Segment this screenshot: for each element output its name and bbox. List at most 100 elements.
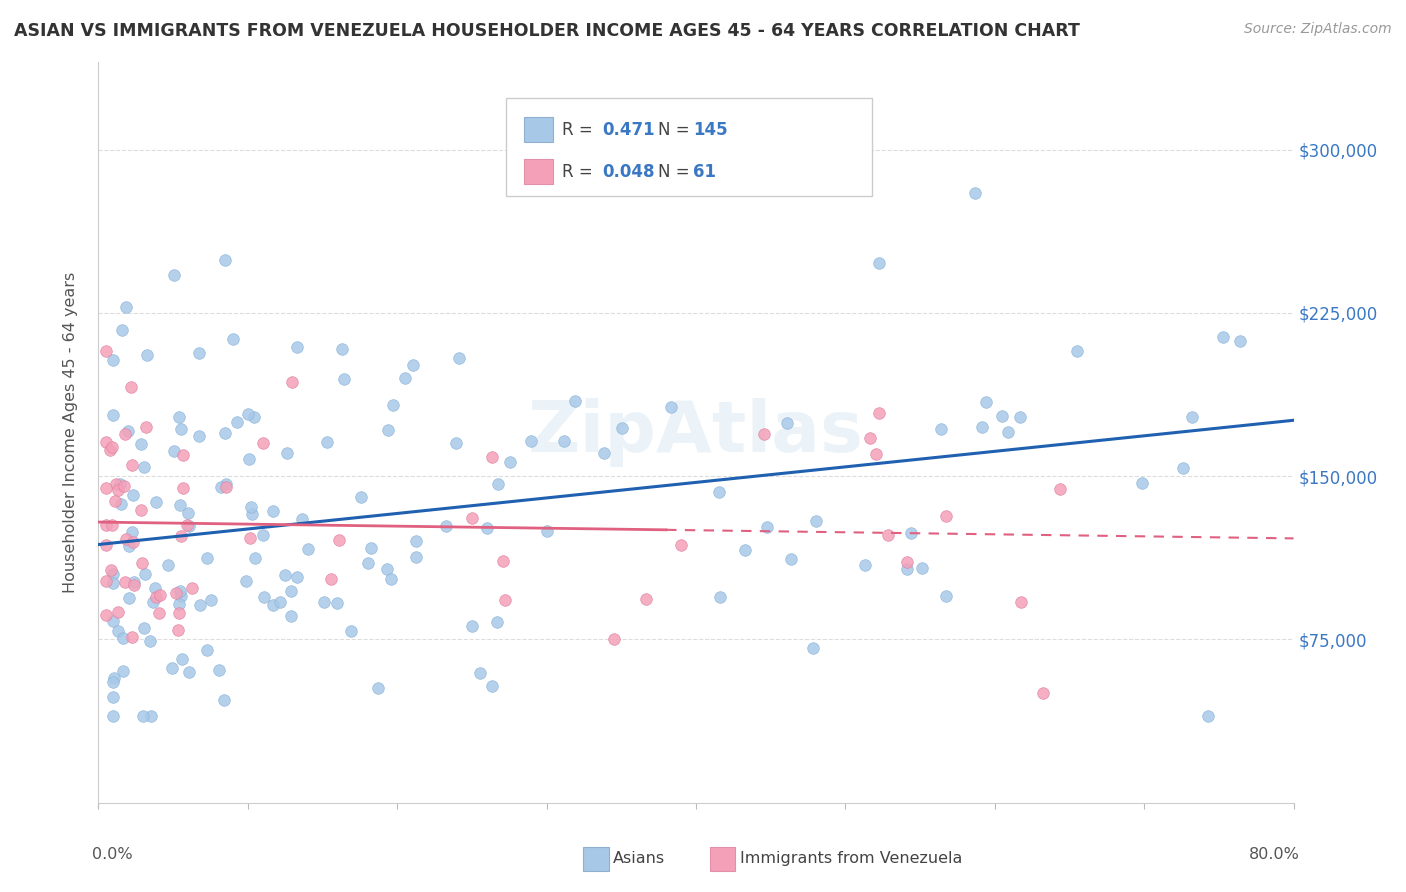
Point (1010, 410, 1032, 425)
Text: 61: 61 (693, 162, 716, 181)
Point (281, 376, 304, 390)
Point (176, 518, 198, 533)
Point (1229, 334, 1251, 348)
Text: Immigrants from Venezuela: Immigrants from Venezuela (740, 851, 962, 865)
Point (340, 624, 363, 639)
Point (103, 614, 125, 628)
Point (297, 541, 319, 556)
Point (207, 663, 229, 677)
Point (170, 589, 193, 603)
Point (360, 541, 382, 555)
Point (103, 671, 125, 685)
Point (877, 528, 900, 542)
Point (169, 584, 191, 599)
Point (145, 590, 167, 604)
Point (139, 708, 162, 723)
Point (100, 563, 122, 577)
Point (132, 460, 155, 475)
Point (475, 521, 498, 535)
Point (122, 575, 145, 590)
Point (1130, 475, 1153, 490)
Point (101, 440, 124, 454)
Point (167, 623, 190, 637)
Point (163, 444, 186, 458)
Point (779, 551, 801, 566)
Point (375, 562, 398, 576)
Point (172, 652, 194, 666)
Point (110, 476, 132, 491)
Point (181, 581, 204, 595)
Point (593, 446, 616, 460)
Point (405, 534, 427, 549)
Point (801, 640, 824, 655)
Point (520, 434, 543, 448)
Point (121, 524, 143, 539)
Point (112, 632, 135, 646)
Text: Asians: Asians (613, 851, 665, 865)
Point (187, 429, 209, 443)
Point (1049, 482, 1071, 496)
Point (1197, 708, 1219, 723)
Point (215, 476, 238, 491)
Point (103, 708, 125, 723)
Point (239, 500, 262, 514)
Point (1180, 410, 1202, 425)
Point (131, 556, 153, 570)
Point (499, 455, 522, 469)
Point (167, 598, 190, 612)
Point (112, 479, 135, 493)
Point (107, 483, 129, 497)
Point (143, 581, 166, 595)
Point (1212, 330, 1234, 344)
Point (252, 528, 274, 542)
Point (380, 572, 402, 586)
Point (235, 574, 257, 589)
Point (110, 497, 132, 511)
Point (96, 481, 118, 495)
Point (610, 421, 633, 435)
Point (209, 480, 232, 494)
Point (215, 480, 238, 494)
Point (240, 507, 263, 521)
Point (262, 504, 284, 518)
Point (274, 568, 297, 582)
Point (169, 498, 191, 512)
Point (444, 436, 467, 450)
Point (103, 408, 125, 422)
Point (122, 535, 145, 549)
Point (671, 538, 693, 552)
Point (911, 561, 934, 575)
Point (94, 434, 117, 449)
Point (269, 595, 291, 609)
Point (134, 567, 156, 582)
Point (252, 436, 274, 450)
Point (285, 339, 308, 353)
Point (103, 675, 125, 690)
Point (859, 431, 882, 445)
Point (142, 595, 165, 609)
Point (1032, 686, 1054, 700)
Point (122, 578, 145, 592)
Point (319, 572, 342, 586)
Point (129, 502, 152, 516)
Point (997, 425, 1019, 439)
Point (868, 256, 890, 270)
Point (333, 372, 356, 386)
Point (486, 615, 509, 629)
Point (963, 186, 986, 201)
Point (970, 419, 993, 434)
Y-axis label: Householder Income Ages 45 - 64 years: Householder Income Ages 45 - 64 years (63, 272, 77, 593)
Point (931, 422, 953, 436)
Point (804, 514, 827, 528)
Point (165, 586, 187, 600)
Point (564, 394, 586, 409)
Point (492, 554, 515, 568)
Point (865, 447, 887, 461)
Point (238, 452, 260, 467)
Point (101, 517, 124, 532)
Point (991, 409, 1014, 424)
Point (377, 424, 399, 438)
Point (460, 619, 482, 633)
Point (896, 562, 918, 576)
Point (169, 606, 191, 620)
